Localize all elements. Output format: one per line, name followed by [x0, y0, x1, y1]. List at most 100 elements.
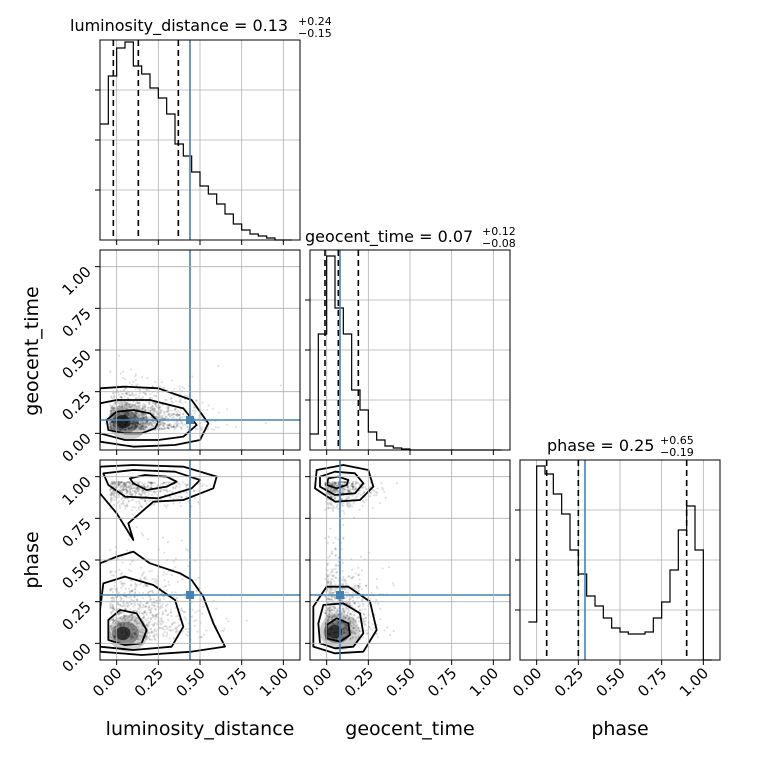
contour-line: [317, 602, 365, 650]
panel-luminosity-distance-vs-phase-ytick-label: 0.50: [58, 556, 94, 592]
sample-point: [154, 621, 157, 625]
sample-point: [142, 403, 145, 406]
sample-point: [197, 489, 201, 493]
sample-point: [327, 492, 330, 495]
sample-point: [136, 635, 139, 638]
sample-point: [124, 395, 127, 398]
sample-point: [178, 413, 181, 416]
sample-point: [119, 623, 122, 626]
sample-point: [141, 617, 144, 620]
sample-point: [152, 402, 155, 405]
sample-point: [109, 603, 112, 606]
sample-point: [126, 505, 129, 508]
sample-point: [112, 634, 115, 637]
sample-point: [174, 627, 177, 630]
sample-point: [333, 481, 336, 484]
sample-point: [137, 637, 140, 640]
sample-point: [345, 602, 349, 605]
sample-point: [131, 616, 134, 619]
sample-point: [126, 490, 129, 494]
sample-point: [153, 409, 156, 412]
sample-point: [122, 622, 126, 626]
sample-point: [142, 616, 145, 619]
sample-point: [152, 490, 156, 493]
sample-point: [113, 491, 116, 495]
sample-point: [112, 428, 115, 431]
sample-point: [160, 423, 163, 426]
sample-point: [150, 630, 153, 633]
panel-geocent-time-vs-phase-xtick-label: 0.75: [424, 664, 460, 700]
sample-point: [120, 485, 123, 488]
sample-point: [138, 426, 141, 429]
sample-point: [147, 415, 150, 419]
sample-point: [329, 501, 332, 504]
sample-point: [392, 582, 395, 585]
sample-point: [171, 623, 174, 626]
sample-point: [160, 380, 163, 384]
sample-point: [127, 621, 130, 624]
sample-point: [130, 422, 134, 425]
sample-point: [116, 557, 119, 560]
sample-point: [110, 421, 113, 424]
sample-point: [145, 635, 148, 638]
sample-point: [370, 591, 373, 595]
sample-point: [148, 570, 151, 573]
sample-point: [206, 428, 209, 431]
sample-point: [149, 620, 152, 623]
sample-point: [162, 424, 165, 427]
sample-point: [379, 607, 382, 610]
sample-point: [380, 486, 384, 489]
panel-luminosity-distance-vs-phase-xtick-label: 0.25: [131, 664, 167, 700]
sample-point: [124, 489, 128, 492]
sample-point: [142, 534, 145, 537]
sample-point: [122, 428, 125, 431]
sample-point: [132, 421, 136, 424]
sample-point: [185, 495, 188, 498]
sample-point: [150, 404, 153, 407]
sample-point: [331, 489, 334, 492]
sample-point: [136, 383, 139, 386]
sample-point: [324, 612, 327, 615]
sample-point: [149, 393, 152, 396]
sample-point: [113, 503, 116, 506]
sample-point: [119, 611, 122, 614]
sample-point: [327, 615, 330, 618]
sample-point: [136, 401, 139, 405]
sample-point: [125, 406, 128, 409]
sample-point: [200, 635, 203, 638]
sample-point: [135, 500, 138, 503]
sample-point: [202, 483, 205, 486]
sample-point: [171, 426, 174, 429]
sample-point: [143, 421, 146, 424]
sample-point: [174, 407, 177, 410]
sample-point: [337, 507, 340, 511]
sample-point: [138, 392, 142, 395]
sample-point: [336, 503, 339, 506]
sample-point: [119, 396, 123, 399]
sample-point: [179, 416, 182, 419]
sample-point: [177, 495, 180, 498]
sample-point: [162, 410, 166, 413]
sample-point: [344, 632, 347, 635]
sample-point: [134, 412, 137, 415]
sample-point: [178, 399, 182, 402]
sample-point: [326, 601, 329, 604]
sample-point: [117, 354, 121, 357]
sample-point: [112, 406, 115, 409]
sample-point: [119, 482, 122, 485]
sample-point: [137, 414, 140, 418]
sample-point: [340, 489, 343, 492]
sample-point: [331, 509, 335, 513]
sample-point: [346, 488, 349, 492]
sample-point: [134, 631, 137, 635]
sample-point: [332, 506, 335, 510]
sample-point: [119, 402, 122, 405]
sample-point: [177, 422, 180, 426]
sample-point: [133, 633, 136, 636]
sample-point: [131, 506, 134, 509]
sample-point: [147, 631, 150, 634]
sample-point: [332, 622, 335, 626]
sample-point: [348, 490, 351, 493]
sample-point: [144, 605, 148, 608]
sample-point: [134, 625, 138, 629]
